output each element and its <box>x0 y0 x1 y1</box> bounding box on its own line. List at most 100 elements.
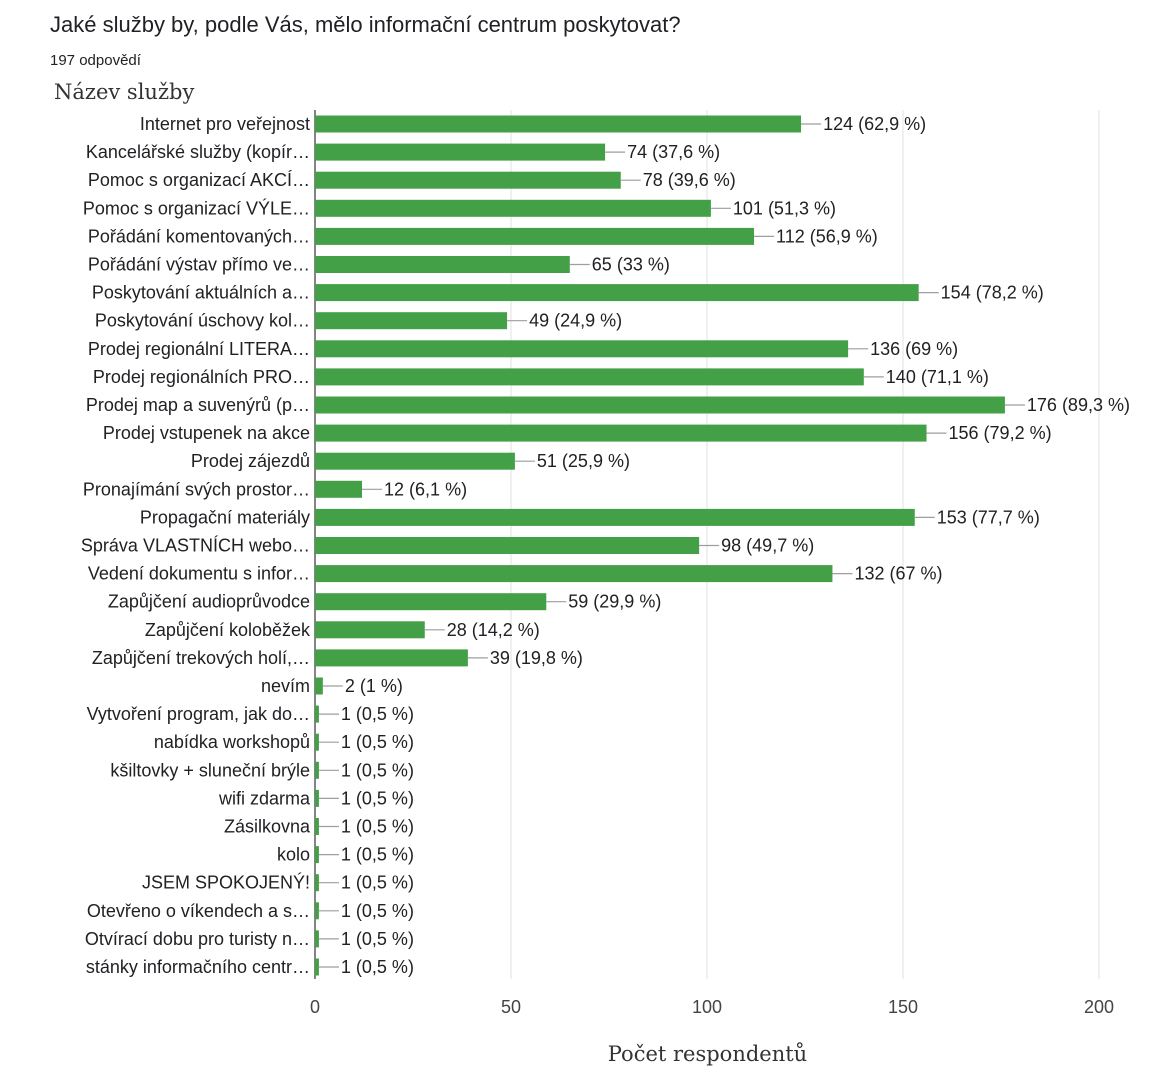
data-label: 154 (78,2 %) <box>941 283 1044 303</box>
category-label: Otvírací dobu pro turisty n… <box>85 929 310 949</box>
bar <box>315 789 319 807</box>
category-label: Zásilkovna <box>224 817 311 837</box>
category-label: Prodej zájezdů <box>191 451 310 471</box>
category-label: Vedení dokumentu s infor… <box>88 564 310 584</box>
x-tick-label: 100 <box>692 997 722 1017</box>
x-tick-label: 0 <box>310 997 320 1017</box>
category-label: Pořádání komentovaných… <box>88 226 310 246</box>
bar <box>315 396 1005 414</box>
bar <box>315 284 919 302</box>
category-label: Zapůjčení trekových holí,… <box>92 648 310 668</box>
data-label: 2 (1 %) <box>345 676 403 696</box>
x-axis-label: Počet respondentů <box>607 1042 808 1066</box>
bar <box>315 733 319 751</box>
bar <box>315 452 515 470</box>
bar <box>315 340 849 358</box>
data-label: 1 (0,5 %) <box>341 845 414 865</box>
bar <box>315 143 606 161</box>
bar <box>315 761 319 779</box>
category-label: nevím <box>261 676 310 696</box>
data-label: 51 (25,9 %) <box>537 451 630 471</box>
x-tick-label: 200 <box>1084 997 1114 1017</box>
bar <box>315 199 711 217</box>
category-label: Prodej vstupenek na akce <box>103 423 310 443</box>
category-label: Kancelářské služby (kopír… <box>86 142 310 162</box>
category-label: kšiltovky + sluneční brýle <box>110 760 310 780</box>
category-label: nabídka workshopů <box>154 732 310 752</box>
bar <box>315 565 833 583</box>
bar <box>315 227 755 245</box>
data-label: 112 (56,9 %) <box>776 226 878 246</box>
category-label: Prodej regionálních PRO… <box>93 367 310 387</box>
data-label: 1 (0,5 %) <box>341 760 414 780</box>
bar <box>315 256 570 273</box>
data-label: 1 (0,5 %) <box>341 704 414 724</box>
x-tick-label: 50 <box>501 997 521 1017</box>
response-count: 197 odpovědí <box>50 52 141 69</box>
data-label: 39 (19,8 %) <box>490 648 583 668</box>
bar <box>315 593 547 611</box>
data-label: 1 (0,5 %) <box>341 873 414 893</box>
data-label: 140 (71,1 %) <box>886 367 989 387</box>
category-label: Poskytování aktuálních a… <box>92 283 310 303</box>
data-label: 78 (39,6 %) <box>643 170 736 190</box>
data-label: 1 (0,5 %) <box>341 732 414 752</box>
category-label: Propagační materiály <box>140 507 310 527</box>
bar <box>315 677 323 695</box>
category-label: Pomoc s organizací VÝLE… <box>83 198 310 218</box>
data-label: 74 (37,6 %) <box>627 142 720 162</box>
bar <box>315 874 319 892</box>
data-label: 132 (67 %) <box>854 564 942 584</box>
bar <box>315 958 319 976</box>
y-axis-label: Název služby <box>54 80 195 104</box>
bar <box>315 115 802 133</box>
category-label: Prodej regionální LITERA… <box>88 339 310 359</box>
bar <box>315 508 915 526</box>
data-label: 101 (51,3 %) <box>733 198 836 218</box>
data-label: 136 (69 %) <box>870 339 958 359</box>
bar <box>315 171 621 189</box>
bar <box>315 424 927 442</box>
category-label: Pomoc s organizací AKCÍ… <box>88 170 310 190</box>
bar <box>315 902 319 920</box>
category-label: Zapůjčení audioprůvodce <box>108 592 310 612</box>
category-label: Správa VLASTNÍCH webo… <box>81 536 310 556</box>
bar <box>315 649 468 667</box>
bar <box>315 930 319 948</box>
data-label: 1 (0,5 %) <box>341 929 414 949</box>
data-label: 98 (49,7 %) <box>721 536 814 556</box>
category-label: Pronajímání svých prostor… <box>83 479 310 499</box>
bar <box>315 537 700 554</box>
data-label: 1 (0,5 %) <box>341 957 414 977</box>
category-label: Prodej map a suvenýrů (p… <box>86 395 310 415</box>
bar <box>315 480 363 498</box>
data-label: 124 (62,9 %) <box>823 114 926 134</box>
category-label: Pořádání výstav přímo ve… <box>88 255 310 275</box>
bar <box>315 705 319 723</box>
data-label: 59 (29,9 %) <box>568 592 661 612</box>
data-label: 1 (0,5 %) <box>341 901 414 921</box>
data-label: 28 (14,2 %) <box>447 620 540 640</box>
bar <box>315 368 864 386</box>
bar <box>315 818 319 835</box>
category-label: Otevřeno o víkendech a s… <box>87 901 310 921</box>
category-label: Zapůjčení koloběžek <box>145 620 311 640</box>
category-label: kolo <box>277 845 310 865</box>
data-label: 12 (6,1 %) <box>384 479 467 499</box>
category-label: Vytvoření program, jak do… <box>87 704 310 724</box>
data-label: 1 (0,5 %) <box>341 788 414 808</box>
chart-title: Jaké služby by, podle Vás, mělo informač… <box>50 12 681 37</box>
bar <box>315 312 508 330</box>
category-label: Poskytování úschovy kol… <box>95 311 310 331</box>
category-label: JSEM SPOKOJENÝ! <box>142 873 310 893</box>
data-label: 65 (33 %) <box>592 255 670 275</box>
category-label: stánky informačního centr… <box>86 957 310 977</box>
data-label: 156 (79,2 %) <box>949 423 1052 443</box>
data-label: 1 (0,5 %) <box>341 817 414 837</box>
data-label: 153 (77,7 %) <box>937 507 1040 527</box>
x-tick-label: 150 <box>888 997 918 1017</box>
category-label: Internet pro veřejnost <box>140 114 310 134</box>
bar <box>315 846 319 864</box>
bar <box>315 621 425 639</box>
